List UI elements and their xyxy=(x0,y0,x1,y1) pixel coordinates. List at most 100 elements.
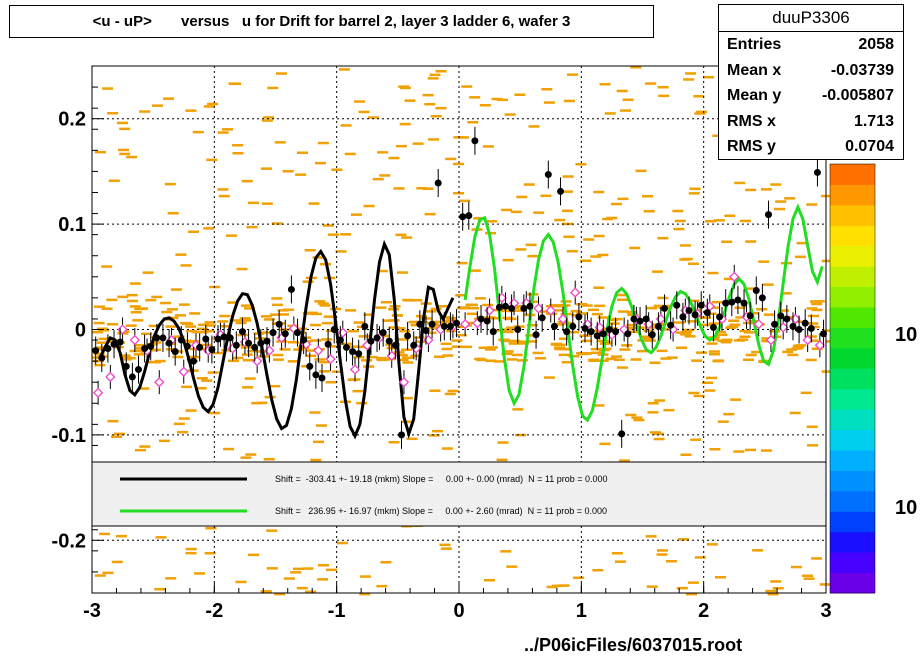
stats-row-rms-x: RMS x 1.713 xyxy=(719,109,903,135)
histogram-cell xyxy=(590,255,602,258)
histogram-cell xyxy=(379,174,391,177)
histogram-cell xyxy=(120,355,132,358)
histogram-cell xyxy=(94,363,106,367)
stats-row-entries: Entries 2058 xyxy=(719,32,903,58)
palette-band xyxy=(830,572,875,594)
black-marker xyxy=(281,330,289,338)
histogram-cell xyxy=(242,359,254,362)
histogram-cell xyxy=(570,309,582,313)
histogram-cell xyxy=(114,432,125,436)
histogram-cell xyxy=(315,161,326,165)
histogram-cell xyxy=(558,584,570,587)
histogram-cell xyxy=(497,441,509,444)
black-marker xyxy=(214,335,222,343)
histogram-cell xyxy=(119,127,131,131)
open-marker xyxy=(655,313,667,325)
histogram-cell xyxy=(725,326,737,329)
black-marker xyxy=(648,331,656,339)
histogram-cell xyxy=(617,298,628,301)
histogram-cell xyxy=(167,316,179,320)
histogram-cell xyxy=(745,188,757,192)
histogram-cell xyxy=(282,170,294,173)
histogram-cell xyxy=(312,256,324,259)
histogram-cell xyxy=(528,125,540,128)
histogram-cell xyxy=(459,199,471,203)
histogram-cell xyxy=(482,145,494,148)
histogram-cell xyxy=(326,568,338,572)
histogram-cell xyxy=(240,456,252,459)
palette-band xyxy=(830,307,875,328)
histogram-cell xyxy=(425,331,437,334)
histogram-cell xyxy=(805,358,817,362)
histogram-cell xyxy=(93,359,104,363)
histogram-cell xyxy=(451,345,463,348)
histogram-cell xyxy=(319,370,330,373)
black-marker xyxy=(526,302,534,310)
histogram-cell xyxy=(201,379,213,382)
histogram-cell xyxy=(576,312,588,315)
histogram-cell xyxy=(581,304,593,307)
histogram-cell xyxy=(270,313,282,316)
histogram-cell xyxy=(630,358,642,361)
histogram-cell xyxy=(427,326,439,330)
histogram-cell xyxy=(446,317,458,320)
histogram-cell xyxy=(132,319,144,322)
histogram-cell xyxy=(608,322,620,325)
black-marker xyxy=(740,299,748,307)
histogram-cell xyxy=(395,144,407,148)
histogram-cell xyxy=(321,338,333,341)
black-marker xyxy=(355,350,363,358)
black-marker xyxy=(709,323,717,331)
histogram-cell xyxy=(540,194,552,197)
histogram-cell xyxy=(340,233,352,236)
histogram-cell xyxy=(198,323,210,326)
histogram-cell xyxy=(751,350,763,354)
histogram-cell xyxy=(654,399,666,402)
black-marker xyxy=(434,179,442,187)
black-marker xyxy=(287,285,295,293)
histogram-cell xyxy=(455,333,467,337)
histogram-cell xyxy=(101,265,113,268)
black-marker xyxy=(245,339,253,347)
palette-band xyxy=(830,245,875,267)
histogram-cell xyxy=(713,359,725,362)
black-marker xyxy=(92,347,100,355)
histogram-cell xyxy=(733,450,745,453)
histogram-cell xyxy=(393,187,405,190)
histogram-cell xyxy=(699,316,711,319)
histogram-cell xyxy=(278,313,289,316)
histogram-cell xyxy=(610,202,622,206)
histogram-cell xyxy=(617,197,629,201)
histogram-cell xyxy=(567,73,579,76)
histogram-cell xyxy=(729,323,741,326)
black-marker xyxy=(122,362,130,370)
histogram-cell xyxy=(445,157,457,161)
histogram-cell xyxy=(660,357,672,360)
histogram-cell xyxy=(493,360,505,363)
histogram-cell xyxy=(706,342,718,345)
histogram-cell xyxy=(344,152,356,156)
histogram-cell xyxy=(466,312,478,316)
black-marker xyxy=(104,344,112,352)
histogram-cell xyxy=(702,381,714,384)
black-marker xyxy=(226,334,234,342)
y-tick-label: 0.1 xyxy=(58,214,86,236)
histogram-cell xyxy=(485,359,497,362)
x-tick-label: 1 xyxy=(576,600,587,622)
histogram-cell xyxy=(645,82,657,85)
histogram-cell xyxy=(266,567,278,570)
black-marker xyxy=(459,213,467,221)
black-marker xyxy=(820,330,828,338)
black-marker xyxy=(453,319,461,327)
histogram-cell xyxy=(709,448,721,451)
histogram-cell xyxy=(647,402,659,405)
histogram-cell xyxy=(821,194,833,198)
histogram-cell xyxy=(724,214,736,217)
histogram-cell xyxy=(675,331,687,334)
black-marker xyxy=(501,302,509,310)
stats-label: Entries xyxy=(727,36,782,53)
open-marker xyxy=(92,387,104,398)
histogram-cell xyxy=(441,347,453,351)
histogram-cell xyxy=(743,331,755,334)
histogram-cell xyxy=(385,343,397,346)
